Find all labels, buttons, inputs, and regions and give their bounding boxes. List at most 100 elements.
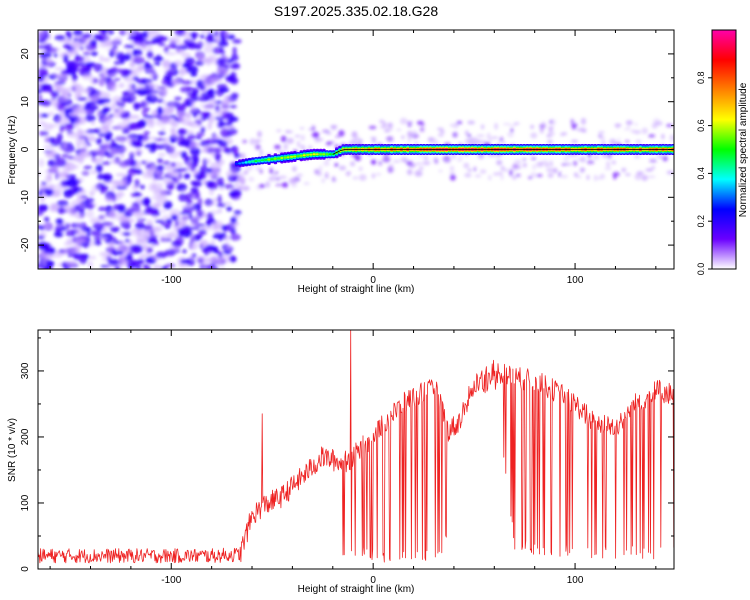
noise-cell: [308, 145, 313, 150]
noise-cell: [479, 169, 487, 174]
spectrogram-x-ticks: -100 0 100: [49, 30, 657, 286]
noise-cell: [65, 162, 76, 172]
noise-cell: [85, 209, 95, 219]
noise-cell: [187, 102, 192, 107]
noise-cell: [121, 161, 128, 170]
spectrogram-heatmap: [38, 30, 674, 269]
noise-cell: [420, 123, 425, 127]
noise-cell: [39, 231, 47, 238]
noise-cell: [245, 186, 251, 191]
noise-cell: [111, 102, 116, 111]
noise-cell: [164, 85, 173, 89]
noise-cell: [232, 189, 241, 196]
noise-cell: [200, 127, 206, 133]
noise-cell: [102, 57, 111, 62]
noise-cell: [192, 182, 200, 186]
noise-cell: [296, 173, 303, 177]
noise-cell: [205, 43, 215, 47]
noise-cell: [75, 105, 83, 113]
noise-cell: [162, 166, 173, 171]
noise-cell: [146, 229, 156, 238]
noise-cell: [181, 188, 187, 193]
noise-cell: [127, 210, 136, 215]
noise-cell: [65, 260, 77, 268]
noise-cell: [55, 158, 67, 167]
noise-cell: [59, 124, 65, 133]
noise-cell: [669, 134, 674, 142]
noise-cell: [203, 46, 214, 54]
noise-cell: [101, 116, 108, 123]
noise-cell: [106, 68, 115, 74]
noise-cell: [331, 124, 337, 131]
colorbar-tick-label: 0.8: [696, 72, 706, 85]
noise-cell: [171, 79, 181, 85]
noise-cell: [378, 160, 383, 166]
noise-cell: [467, 134, 472, 137]
noise-cell: [56, 116, 68, 125]
noise-cell: [168, 36, 181, 45]
noise-cell: [75, 53, 80, 62]
noise-cell: [179, 211, 190, 215]
noise-cell: [217, 208, 222, 214]
noise-cell: [227, 34, 236, 40]
noise-cell: [236, 172, 245, 176]
noise-cell: [96, 98, 106, 105]
signal-cell: [318, 153, 323, 156]
noise-cell: [136, 150, 144, 154]
noise-cell: [187, 91, 198, 98]
noise-cell: [213, 231, 222, 235]
noise-cell: [208, 114, 216, 124]
noise-cell: [294, 134, 301, 138]
noise-cell: [207, 181, 219, 190]
noise-cell: [384, 126, 393, 132]
noise-cell: [60, 87, 71, 97]
noise-cell: [229, 233, 241, 241]
noise-cell: [167, 104, 175, 113]
noise-cell: [246, 165, 253, 172]
noise-cell: [227, 128, 238, 135]
noise-cell: [508, 124, 517, 127]
noise-cell: [531, 157, 536, 160]
noise-cell: [69, 49, 78, 55]
noise-cell: [303, 182, 310, 185]
noise-cell: [70, 252, 79, 258]
noise-cell: [512, 175, 517, 180]
noise-cell: [76, 116, 87, 125]
x-tick-label: 100: [567, 275, 584, 286]
noise-cell: [132, 36, 143, 43]
noise-cell: [207, 167, 213, 174]
noise-cell: [382, 157, 390, 163]
noise-cell: [223, 30, 230, 38]
noise-cell: [89, 190, 95, 197]
noise-cell: [98, 92, 111, 99]
noise-cell: [134, 212, 146, 216]
noise-cell: [157, 90, 166, 99]
noise-cell: [147, 120, 155, 128]
noise-cell: [66, 109, 74, 114]
noise-cell: [352, 136, 361, 140]
noise-cell: [230, 92, 239, 99]
noise-cell: [570, 123, 579, 127]
noise-cell: [61, 247, 73, 255]
noise-cell: [560, 175, 568, 179]
noise-cell: [163, 200, 173, 210]
noise-cell: [38, 94, 43, 100]
noise-cell: [178, 193, 188, 202]
noise-cell: [454, 122, 459, 126]
noise-cell: [138, 255, 145, 261]
noise-cell: [404, 160, 413, 164]
noise-cell: [656, 155, 664, 158]
signal-cell: [251, 160, 255, 163]
noise-cell: [259, 149, 263, 157]
snr-y-label: SNR (10 * v/v): [7, 418, 18, 482]
noise-cell: [177, 263, 189, 269]
noise-cell: [536, 161, 544, 168]
noise-cell: [118, 83, 125, 88]
signal-cell: [238, 162, 242, 165]
noise-cell: [213, 266, 219, 269]
noise-cell: [205, 58, 212, 66]
noise-cell: [118, 214, 125, 224]
noise-cell: [223, 121, 233, 127]
noise-cell: [143, 130, 150, 136]
